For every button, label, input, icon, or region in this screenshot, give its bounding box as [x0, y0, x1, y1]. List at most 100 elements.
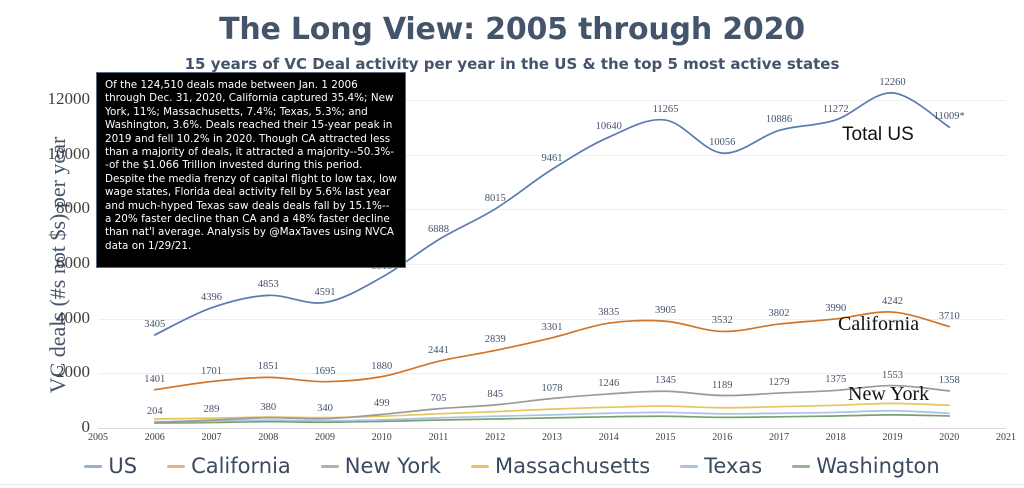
data-label: 289: [203, 404, 220, 416]
data-label: 1279: [768, 377, 790, 389]
data-label: 1246: [598, 377, 620, 389]
data-label: 2441: [428, 345, 449, 357]
data-label: 1701: [201, 365, 222, 377]
y-axis-tick-label: 6000: [56, 253, 90, 272]
data-label: 4853: [257, 279, 279, 291]
data-label: 1189: [711, 379, 733, 391]
x-axis-tick-label: 2019: [882, 432, 903, 443]
x-axis-tick-label: 2005: [88, 432, 108, 443]
legend-swatch-icon: [320, 464, 339, 468]
gridline: [98, 154, 1006, 156]
legend-label: California: [191, 454, 291, 478]
legend-label: New York: [344, 454, 441, 478]
data-label: 380: [260, 401, 277, 413]
x-axis-tick-label: 2017: [769, 432, 789, 443]
data-label: 204: [146, 406, 163, 418]
x-axis-tick-label: 2015: [655, 432, 676, 443]
legend-swatch-icon: [470, 464, 489, 468]
x-axis-tick-label: 2018: [825, 432, 846, 443]
legend-swatch-icon: [680, 464, 699, 468]
data-label: 11009*: [933, 111, 965, 123]
legend-item-new-york[interactable]: New York: [320, 454, 441, 478]
x-axis-tick-label: 2013: [542, 432, 562, 443]
legend-swatch-icon: [84, 464, 103, 468]
legend-item-california[interactable]: California: [167, 454, 291, 478]
y-axis-tick-label: 10000: [47, 143, 91, 163]
y-axis-tick-label: 4000: [56, 307, 90, 327]
data-label: 3532: [711, 315, 733, 327]
data-label: 12260: [879, 76, 906, 88]
data-label: 499: [373, 398, 390, 410]
data-label: 1375: [825, 374, 847, 386]
data-label: 11265: [652, 104, 679, 116]
data-label: 1553: [882, 369, 903, 381]
data-label: 10056: [709, 137, 736, 149]
data-label: 1345: [655, 375, 676, 387]
legend-label: Texas: [704, 454, 763, 478]
gridline: [98, 264, 1006, 265]
legend-swatch-icon: [167, 464, 186, 468]
x-axis-tick-label: 2006: [144, 432, 165, 443]
y-axis-tick-label: 2000: [56, 362, 90, 382]
series-label-new-york: New York: [848, 383, 930, 405]
data-label: 2839: [484, 334, 506, 346]
series-label-california: California: [838, 313, 920, 335]
gridline: [98, 318, 1006, 320]
data-label: 1401: [144, 373, 166, 385]
data-label: 3835: [598, 307, 620, 319]
data-label: 9461: [541, 153, 563, 165]
data-label: 6888: [428, 223, 449, 235]
legend-item-massachusetts[interactable]: Massachusetts: [470, 454, 650, 478]
legend-item-texas[interactable]: Texas: [680, 454, 762, 478]
series-line-washington: [153, 414, 951, 424]
x-axis-tick-label: 2011: [428, 432, 449, 443]
gridline: [98, 373, 1006, 375]
data-label: 11272: [822, 103, 849, 115]
gridline: [98, 100, 1006, 101]
legend-label: Washington: [816, 454, 940, 478]
data-label: 845: [487, 388, 504, 400]
series-line-texas: [153, 409, 951, 423]
data-label: 1851: [257, 361, 279, 373]
y-axis-tick-label: 8000: [56, 198, 90, 218]
annotation-textbox: Of the 124,510 deals made between Jan. 1…: [96, 72, 406, 268]
series-lines: [153, 92, 951, 424]
data-label: 3990: [825, 302, 847, 314]
x-axis-tick-label: 2012: [485, 432, 506, 443]
data-label: 8015: [484, 192, 506, 204]
data-label: 3710: [938, 310, 960, 322]
x-axis-line: [98, 428, 1006, 429]
page-subtitle: 15 years of VC Deal activity per year in…: [184, 55, 840, 73]
data-label: 705: [430, 392, 447, 404]
data-label: 4396: [201, 291, 222, 303]
data-label: 340: [317, 402, 333, 414]
data-label: 1078: [541, 382, 563, 394]
legend-separator: [0, 484, 1024, 485]
legend-item-washington[interactable]: Washington: [792, 454, 940, 478]
data-label: 4242: [882, 296, 903, 308]
x-axis-tick-label: 2010: [371, 432, 392, 443]
legend-swatch-icon: [792, 464, 811, 468]
data-label: 10640: [595, 121, 622, 133]
data-label: 3905: [655, 305, 676, 317]
legend-item-us[interactable]: US: [84, 454, 137, 478]
data-label: 1695: [314, 365, 336, 377]
y-axis-tick-label: 12000: [47, 89, 91, 108]
x-axis-tick-label: 2014: [598, 432, 619, 443]
x-axis-tick-label: 2016: [712, 432, 733, 443]
data-label: 1880: [371, 360, 393, 372]
data-label: 3301: [541, 321, 563, 333]
y-axis-tick-label: 0: [81, 417, 91, 436]
chart-legend: US California New York Massachusetts Texas Wa…: [0, 448, 1024, 484]
data-label: 1358: [938, 374, 960, 386]
data-label: 3802: [768, 308, 790, 320]
series-line-new-york: [153, 384, 951, 424]
series-line-us: [153, 92, 951, 336]
x-axis-tick-label: 2009: [315, 432, 335, 443]
data-label: 4591: [314, 286, 336, 298]
x-axis-tick-label: 2007: [201, 432, 222, 443]
legend-label: US: [108, 454, 138, 478]
series-label-us: Total US: [842, 124, 914, 145]
plot-area: 3405439648534591551368888015946110640112…: [98, 77, 1006, 428]
